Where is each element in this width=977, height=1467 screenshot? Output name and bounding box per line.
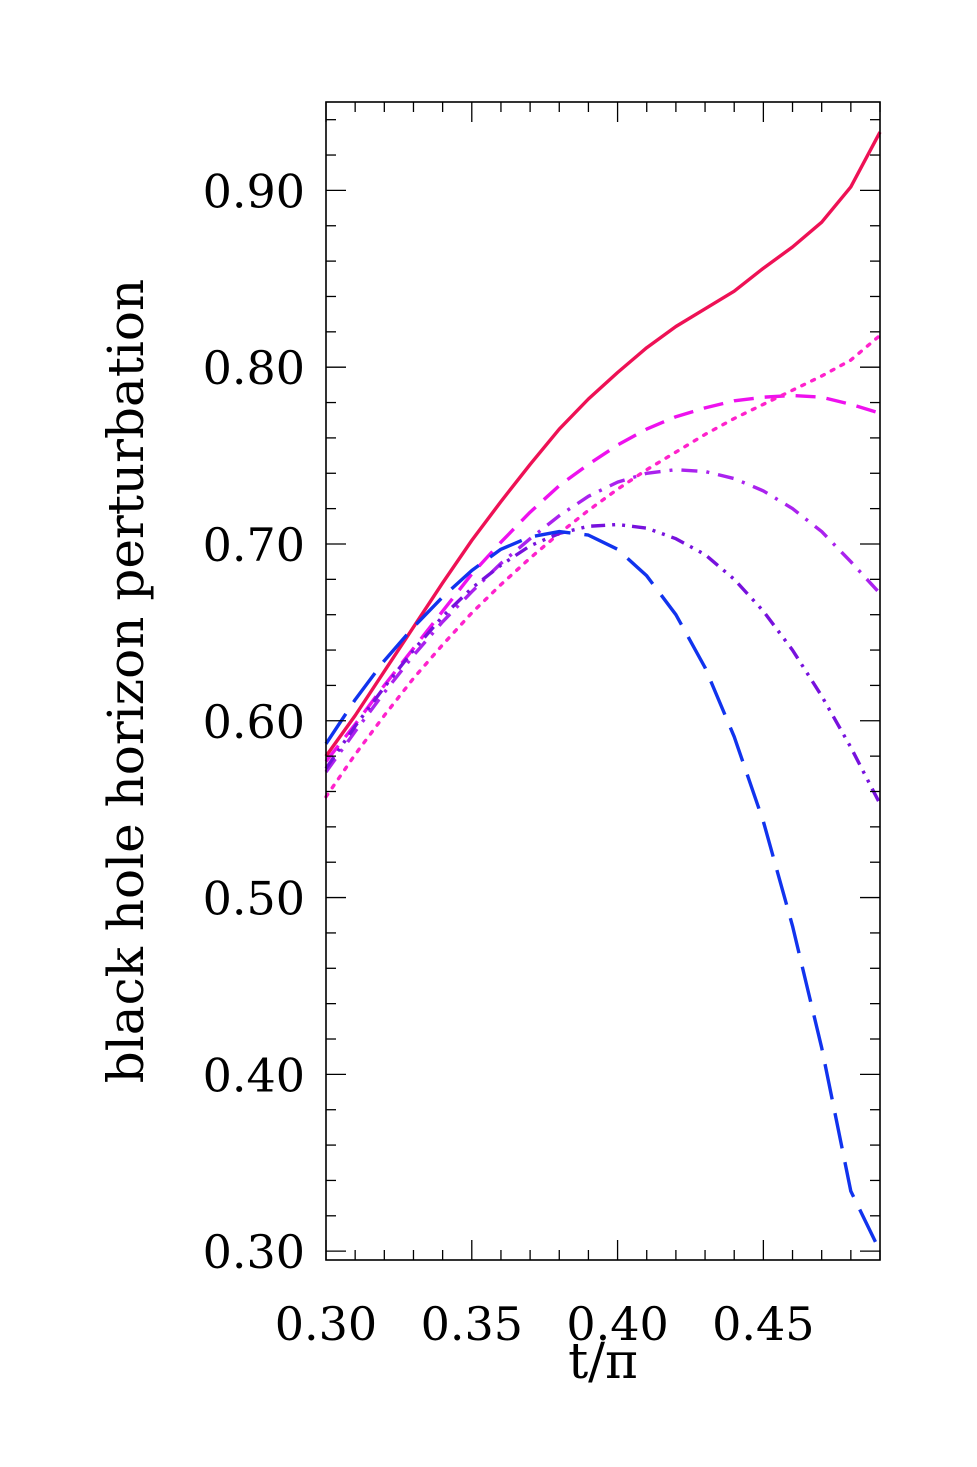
- series-line-3: [324, 333, 882, 799]
- y-tick-label: 0.50: [203, 872, 305, 926]
- plot-frame: [325, 101, 881, 1261]
- y-tick-label: 0.70: [203, 518, 305, 572]
- y-tick-label: 0.30: [203, 1225, 305, 1279]
- x-tick-label: 0.35: [421, 1297, 523, 1351]
- x-tick-label: 0.40: [566, 1297, 668, 1351]
- y-tick-label: 0.40: [203, 1048, 305, 1102]
- x-axis-title: t/π: [568, 1332, 638, 1390]
- y-tick-label: 0.60: [203, 695, 305, 749]
- series-layer: [324, 131, 882, 1252]
- x-tick-label: 0.30: [275, 1297, 377, 1351]
- y-axis-title: black hole horizon perturbation: [97, 279, 155, 1083]
- series-line-2: [324, 393, 881, 763]
- series-line-5: [324, 522, 882, 805]
- series-line-6: [324, 529, 882, 1252]
- tick-label-layer: 0.30 0.35 0.40 0.45 0.30 0.40 0.50 0.60 0.70 0.80…: [203, 164, 815, 1351]
- series-line-4: [324, 468, 882, 773]
- x-tick-label: 0.45: [712, 1297, 814, 1351]
- y-tick-label: 0.90: [203, 164, 305, 218]
- y-tick-label: 0.80: [203, 341, 305, 395]
- tick-layer: [325, 102, 881, 1260]
